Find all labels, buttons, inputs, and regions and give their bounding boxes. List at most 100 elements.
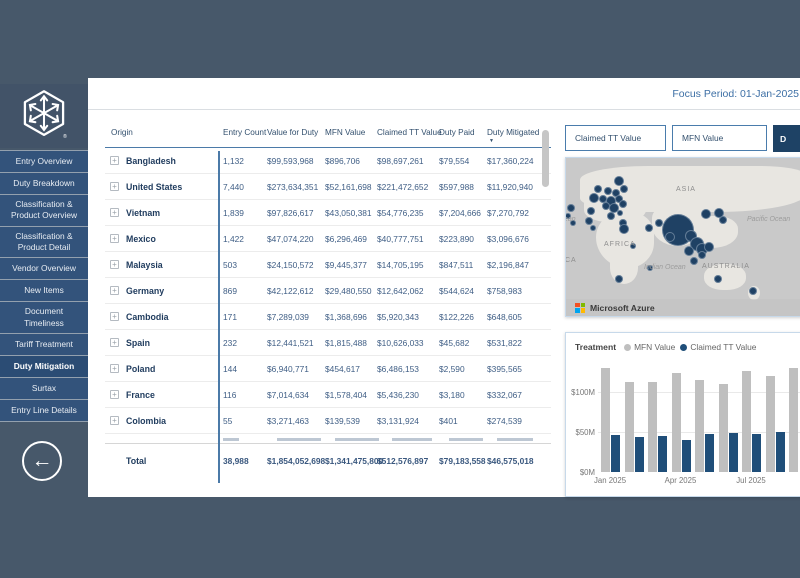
sidebar-item-duty-mitigation[interactable]: Duty Mitigation: [0, 356, 88, 379]
table-row[interactable]: + Vietnam 1,839 $97,826,617 $43,050,381 $54,7…: [105, 200, 551, 226]
map-data-bubble[interactable]: [607, 212, 615, 220]
table-row[interactable]: + Malaysia 503 $24,150,572 $9,445,377 $14,705…: [105, 252, 551, 278]
expand-icon[interactable]: +: [110, 338, 119, 347]
map-data-bubble[interactable]: [714, 275, 722, 283]
map-data-bubble[interactable]: [749, 287, 757, 295]
table-row[interactable]: + Mexico 1,422 $47,074,220 $6,296,469 $40,777…: [105, 226, 551, 252]
column-header-entry-count[interactable]: Entry Count: [223, 128, 267, 137]
column-header-mfn-value[interactable]: MFN Value: [325, 128, 366, 137]
expand-icon[interactable]: +: [110, 182, 119, 191]
bar-mfn-value[interactable]: [624, 381, 634, 472]
sidebar-item-vendor-overview[interactable]: Vendor Overview: [0, 258, 88, 281]
table-row[interactable]: + Spain 232 $12,441,521 $1,815,488 $10,626,03…: [105, 330, 551, 356]
table-row[interactable]: + Colombia 55 $3,271,463 $139,539 $3,131,924 $…: [105, 408, 551, 434]
expand-icon[interactable]: +: [110, 416, 119, 425]
map-data-bubble[interactable]: [701, 209, 711, 219]
total-value: $1,854,052,698: [267, 455, 326, 466]
bar-claimed-tt-value[interactable]: [681, 440, 691, 472]
map-data-bubble[interactable]: [665, 232, 675, 242]
map-data-bubble[interactable]: [615, 275, 623, 283]
map-data-bubble[interactable]: [587, 207, 595, 215]
map-data-bubble[interactable]: [619, 224, 629, 234]
legend-item-mfn-value[interactable]: MFN Value: [624, 342, 675, 352]
y-axis-tick-label: $100M: [571, 388, 595, 397]
map-data-bubble[interactable]: [719, 216, 727, 224]
map-data-bubble[interactable]: [590, 225, 596, 231]
table-row[interactable]: + France 116 $7,014,634 $1,578,404 $5,436,230…: [105, 382, 551, 408]
bar-mfn-value[interactable]: [765, 376, 775, 472]
map-data-bubble[interactable]: [690, 257, 698, 265]
map-data-bubble[interactable]: [704, 242, 714, 252]
bar-mfn-value[interactable]: [601, 368, 610, 472]
column-header-duty-paid[interactable]: Duty Paid: [439, 128, 475, 137]
y-axis-tick-label: $0M: [579, 468, 595, 477]
sidebar-item-entry-line-details[interactable]: Entry Line Details: [0, 400, 88, 423]
bar-claimed-tt-value[interactable]: [658, 436, 667, 472]
bar-claimed-tt-value[interactable]: [634, 436, 644, 472]
table-scrollbar-thumb[interactable]: [542, 130, 549, 187]
mfn-value-slicer[interactable]: MFN Value: [672, 125, 767, 151]
bar-claimed-tt-value[interactable]: [611, 435, 620, 472]
map-data-bubble[interactable]: [567, 204, 575, 212]
table-row[interactable]: + Germany 869 $42,122,612 $29,480,550 $12,642…: [105, 278, 551, 304]
table-row[interactable]: + Cambodia 171 $7,289,039 $1,368,696 $5,920,3…: [105, 304, 551, 330]
sidebar-item-new-items[interactable]: New Items: [0, 280, 88, 303]
bar-mfn-value[interactable]: [742, 371, 751, 472]
column-header-origin[interactable]: Origin: [111, 128, 133, 137]
map-data-bubble[interactable]: [647, 265, 653, 271]
map-data-bubble[interactable]: [589, 193, 599, 203]
map-data-bubble[interactable]: [684, 246, 694, 256]
expand-icon[interactable]: +: [110, 364, 119, 373]
sidebar-item-duty-breakdown[interactable]: Duty Breakdown: [0, 173, 88, 195]
map-data-bubble[interactable]: [620, 185, 628, 193]
expand-icon[interactable]: +: [110, 260, 119, 269]
map-data-bubble[interactable]: [570, 220, 576, 226]
bar-claimed-tt-value[interactable]: [728, 432, 738, 472]
sidebar-item-tariff-treatment[interactable]: Tariff Treatment: [0, 334, 88, 357]
column-header-value-for-duty[interactable]: Value for Duty: [267, 128, 319, 137]
bar-mfn-value[interactable]: [648, 382, 657, 472]
map-data-bubble[interactable]: [645, 224, 653, 232]
bar-mfn-value[interactable]: [789, 368, 798, 472]
world-map-card[interactable]: ASIA AFRICA AUSTRALIA Pacific Ocean Indian O…: [565, 157, 800, 317]
expand-icon[interactable]: +: [110, 390, 119, 399]
sidebar-item-document-timeliness[interactable]: Document Timeliness: [0, 302, 88, 335]
claimed-tt-value-slicer[interactable]: Claimed TT Value: [565, 125, 666, 151]
map-data-bubble[interactable]: [585, 217, 593, 225]
bar-mfn-value[interactable]: [718, 384, 728, 472]
cell-value: $54,776,235: [377, 207, 424, 218]
sidebar-item-surtax[interactable]: Surtax: [0, 378, 88, 401]
expand-icon[interactable]: +: [110, 286, 119, 295]
bar-claimed-tt-value[interactable]: [705, 433, 714, 472]
map-data-bubble[interactable]: [698, 251, 706, 259]
legend-item-claimed-tt-value[interactable]: Claimed TT Value: [680, 342, 756, 352]
cell-value: 1,132: [223, 155, 244, 166]
map-data-bubble[interactable]: [630, 243, 636, 249]
expand-icon[interactable]: +: [110, 312, 119, 321]
expand-icon[interactable]: +: [110, 156, 119, 165]
map-data-bubble[interactable]: [566, 213, 571, 219]
table-row[interactable]: + United States 7,440 $273,634,351 $52,161,6…: [105, 174, 551, 200]
bar-claimed-tt-value[interactable]: [775, 432, 785, 472]
sidebar-item-entry-overview[interactable]: Entry Overview: [0, 151, 88, 173]
map-data-bubble[interactable]: [594, 185, 602, 193]
bar-claimed-tt-value[interactable]: [752, 433, 761, 472]
sidebar-item-classification-product-detail[interactable]: Classification & Product Detail: [0, 226, 88, 259]
back-button[interactable]: ←: [22, 441, 62, 481]
bar-mfn-value[interactable]: [695, 380, 704, 472]
bar-mfn-value[interactable]: [671, 372, 681, 472]
map-data-bubble[interactable]: [617, 210, 623, 216]
cell-value: $7,270,792: [487, 207, 529, 218]
expand-icon[interactable]: +: [110, 234, 119, 243]
map-data-bubble[interactable]: [604, 187, 612, 195]
map-data-bubble[interactable]: [614, 176, 624, 186]
column-header-duty-mitigated[interactable]: Duty Mitigated ▼: [487, 128, 540, 144]
truncated-duty-button[interactable]: D: [773, 125, 800, 152]
expand-icon[interactable]: +: [110, 208, 119, 217]
table-row[interactable]: + Poland 144 $6,940,771 $454,617 $6,486,153 $2…: [105, 356, 551, 382]
sidebar-item-classification-product-overview[interactable]: Classification & Product Overview: [0, 195, 88, 227]
column-header-claimed-tt-value[interactable]: Claimed TT Value: [377, 128, 442, 137]
map-label-indian-ocean: Indian Ocean: [644, 264, 686, 271]
table-row[interactable]: + Bangladesh 1,132 $99,593,968 $896,706 $98,6…: [105, 148, 551, 174]
map-data-bubble[interactable]: [619, 200, 627, 208]
